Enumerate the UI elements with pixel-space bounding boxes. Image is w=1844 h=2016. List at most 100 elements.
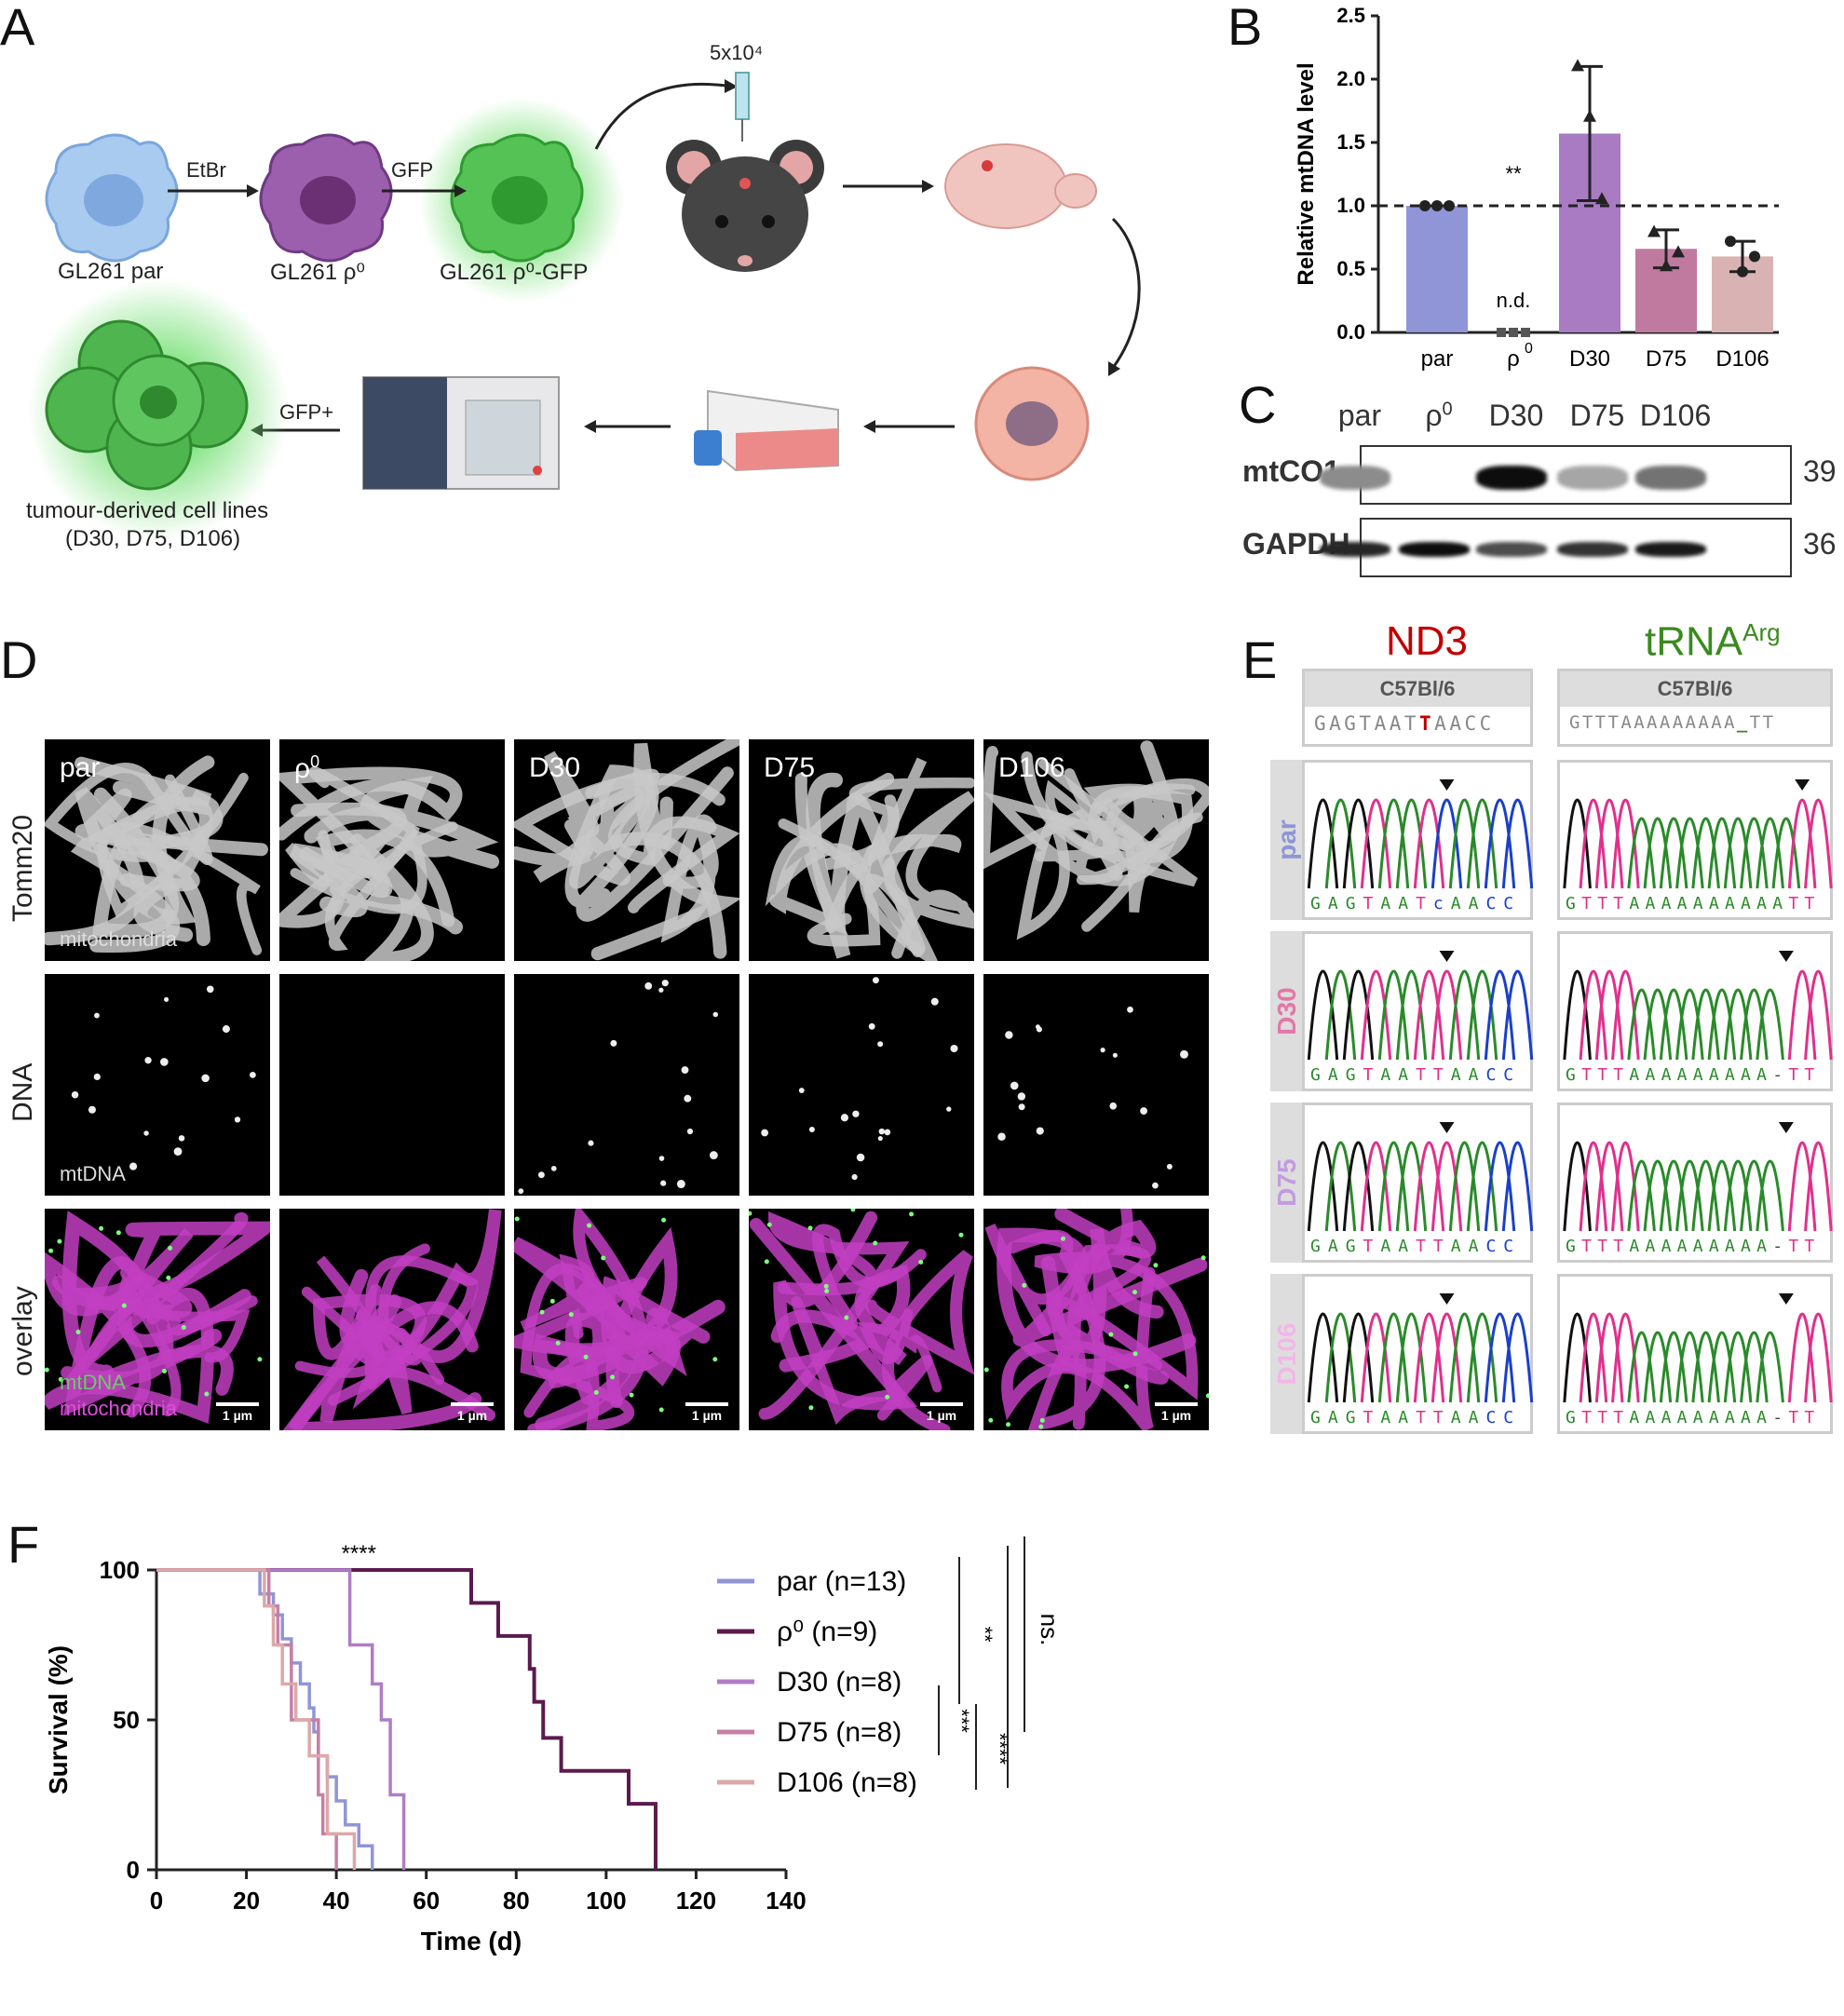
peak [1675,817,1704,889]
mtdna-dot [1039,1417,1045,1423]
peak [1579,1141,1608,1232]
base: T [1613,894,1630,913]
micrograph: ρ0 [279,739,505,961]
base: A [1772,894,1789,913]
peak [1643,1331,1673,1403]
peak [1723,1331,1753,1403]
mito-strand [806,772,926,959]
dna-dot [950,1044,958,1053]
b-ytick-label: 2.5 [1336,4,1365,27]
peak [1413,969,1445,1061]
mito-strand [282,1268,482,1430]
scale-bar-line [920,1402,963,1406]
scale-bar-label: 1 µm [926,1408,957,1423]
peak [1563,969,1592,1061]
scale-bar-label: 1 µm [1160,1408,1192,1423]
base: A [1450,1237,1469,1256]
gene-nd3: ND3 [1386,618,1469,664]
gene-trna-sup: Arg [1742,618,1781,646]
base: - [1772,1065,1789,1085]
base: T [1363,1065,1381,1085]
peak [1804,1141,1833,1232]
panel-a-schematic [28,72,1141,540]
base: A [1756,1408,1773,1427]
peak [1360,798,1392,889]
mito-strand [544,751,660,858]
base: T [1788,1065,1805,1085]
peak [1307,798,1339,889]
f-ytick-label: 0 [127,1856,140,1884]
dna-dot [588,1140,594,1146]
base: A [1724,1065,1742,1085]
mito-strand [1037,759,1199,887]
flask-icon [694,389,839,472]
micrograph: par mitochondria [45,739,270,961]
mtdna-dot [1061,1236,1066,1241]
f-series-line [156,1568,338,1870]
injection-label: 5x10⁴ [710,41,764,64]
blot-band [1557,466,1628,490]
mtdna-dot [593,1389,599,1395]
peak [1484,1312,1516,1403]
base: A [1692,894,1709,913]
base: T [1804,1065,1821,1085]
f-ylabel: Survival (%) [44,1645,73,1794]
column-label: D106 [998,752,1065,783]
peak [1430,1312,1463,1403]
base: T [1788,1237,1805,1256]
variant-marker [1778,951,1794,962]
panel-letter-d: D [0,630,38,689]
f-sig-label: ns. [1036,1614,1064,1646]
dna-dot [658,1156,665,1161]
peak [1501,798,1534,889]
sample-tab-label: D75 [1272,1158,1301,1207]
base: A [1741,894,1757,913]
micrograph-texture [514,1209,725,1430]
derived-label-1: tumour-derived cell lines [26,498,269,523]
peak [1723,1159,1753,1232]
base: A [1692,1408,1709,1427]
mtdna-dot [1022,1282,1027,1288]
peak [1430,969,1463,1061]
b-ytick-label: 2.0 [1336,67,1365,90]
scale-bar: 1 µm [920,1402,963,1423]
mtdna-dot [1108,1332,1114,1337]
column-label: par [60,752,101,783]
base: T [1363,1237,1381,1256]
b-xtick-sup: 0 [1525,341,1533,357]
dna-dot [946,1106,952,1112]
variant-marker [1778,1122,1794,1133]
called-sequence: GTTTAAAAAAAAA-TT [1566,1237,1821,1256]
mito-strand [514,1226,678,1409]
peak [1707,817,1737,889]
dna-dot [852,1110,860,1117]
peak [1430,798,1463,889]
base: A [1645,1408,1661,1427]
dna-dot [164,996,169,1002]
base: C [1503,1237,1522,1256]
blot-band [1399,542,1470,557]
mtdna-dot [1132,1290,1137,1295]
f-xtick-label: 20 [233,1887,260,1915]
chromatogram: GTTTAAAAAAAAA-TT [1557,1274,1833,1434]
b-xtick-label: ρ [1507,346,1520,372]
row-label-overlay: overlay [7,1286,38,1376]
peak [1563,1141,1592,1232]
f-xtick-label: 100 [586,1887,626,1915]
mtdna-dot [514,1216,520,1222]
base: A [1661,1408,1677,1427]
dna-dot [1036,1127,1044,1135]
blot-band [1557,542,1628,557]
dna-dot [661,980,669,987]
called-sequence: GTTTAAAAAAAAA-TT [1566,1065,1821,1085]
dna-dot [1017,1092,1026,1101]
peak [1395,1312,1428,1403]
base: A [1327,1237,1346,1256]
ref-seq-trna-a: GTTTAAAAAAAAA [1569,712,1737,733]
mtdna-dot [764,1259,769,1265]
peak [1756,1159,1784,1232]
base: A [1645,1237,1661,1256]
peak [1804,1312,1833,1403]
base: A [1756,1237,1773,1256]
peak [1627,1159,1656,1232]
